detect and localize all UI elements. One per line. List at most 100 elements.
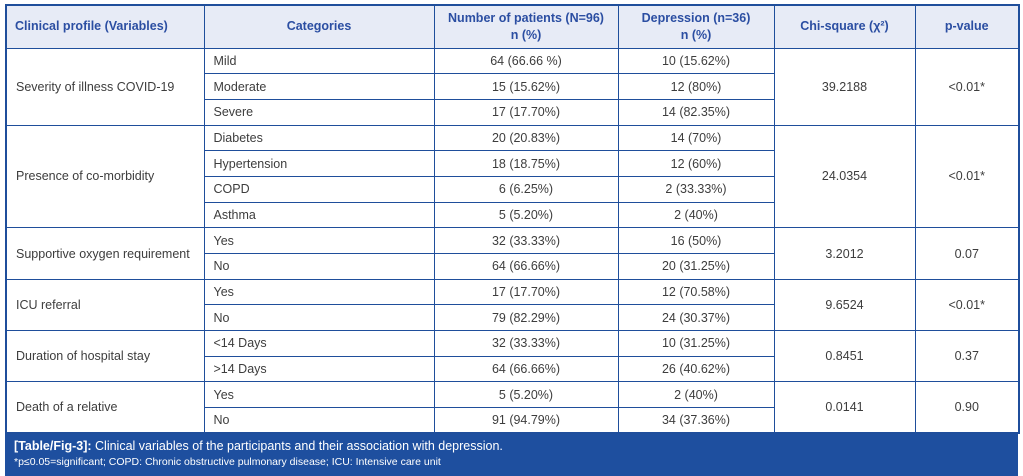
col-header-label: Chi-square (χ²): [800, 19, 889, 34]
p-value-cell: 0.90: [914, 381, 1020, 434]
patients-count-cell: 15 (15.62%): [433, 73, 619, 100]
col-header-p-value: p-value: [914, 4, 1020, 49]
patients-count-cell: 17 (17.70%): [433, 98, 619, 126]
category-cell: COPD: [203, 175, 435, 203]
table-row: Presence of co-morbidity Diabetes 20 (20.8…: [5, 124, 1020, 229]
category-cell: Mild: [203, 47, 435, 75]
table-footnote: *p≤0.05=significant; COPD: Chronic obstr…: [14, 456, 441, 469]
table-row: Severity of illness COVID-19 Mild 64 (66.6…: [5, 47, 1020, 126]
category-cell: Yes: [203, 227, 435, 254]
col-header-sublabel: n (%): [680, 27, 712, 42]
col-header-sublabel: n (%): [510, 27, 542, 42]
depression-count-cell: 10 (15.62%): [617, 47, 775, 75]
depression-count-cell: 34 (37.36%): [617, 407, 775, 434]
chi-square-cell: 39.2188: [773, 47, 916, 126]
variable-cell: Supportive oxygen requirement: [5, 227, 205, 280]
table-row: Hypertension 18 (18.75%) 12 (60%): [6, 150, 1019, 177]
chi-square-cell: 0.8451: [773, 330, 916, 383]
variable-cell: Death of a relative: [5, 381, 205, 434]
table-header-row: Clinical profile (Variables) Categories …: [5, 4, 1020, 49]
patients-count-cell: 64 (66.66%): [433, 355, 619, 383]
chi-square-cell: 9.6524: [773, 278, 916, 332]
patients-count-cell: 20 (20.83%): [433, 124, 619, 152]
chi-square-cell: 0.0141: [773, 381, 916, 434]
patients-count-cell: 32 (33.33%): [433, 227, 619, 254]
p-value-cell: <0.01*: [914, 278, 1020, 332]
category-cell: Yes: [203, 278, 435, 306]
chi-square-cell: 3.2012: [773, 227, 916, 280]
p-value-cell: 0.07: [914, 227, 1020, 280]
col-header-categories: Categories: [203, 4, 435, 49]
patients-count-cell: 64 (66.66%): [433, 253, 619, 280]
category-cell: Hypertension: [203, 150, 435, 177]
category-cell: Asthma: [203, 201, 435, 229]
table-row: Supportive oxygen requirement Yes 32 (33.3…: [5, 227, 1020, 280]
category-cell: Moderate: [203, 73, 435, 100]
col-header-chi-square: Chi-square (χ²): [773, 4, 916, 49]
caption-label: [Table/Fig-3]:: [14, 439, 92, 454]
table-body: Severity of illness COVID-19 Mild 64 (66.6…: [5, 47, 1020, 434]
p-value-cell: <0.01*: [914, 124, 1020, 229]
p-value-cell: 0.37: [914, 330, 1020, 383]
table-row: Asthma 5 (5.20%) 2 (40%): [6, 201, 1019, 229]
figure-footer: [Table/Fig-3]: Clinical variables of the…: [5, 434, 1018, 476]
variable-cell: ICU referral: [5, 278, 205, 332]
table-row: >14 Days 64 (66.66%) 26 (40.62%): [6, 355, 1019, 383]
variable-cell: Severity of illness COVID-19: [5, 47, 205, 126]
category-cell: >14 Days: [203, 355, 435, 383]
variable-cell: Presence of co-morbidity: [5, 124, 205, 229]
chi-square-cell: 24.0354: [773, 124, 916, 229]
col-header-number-of-patients: Number of patients (N=96) n (%): [433, 4, 619, 49]
depression-count-cell: 12 (80%): [617, 73, 775, 100]
variable-cell: Duration of hospital stay: [5, 330, 205, 383]
patients-count-cell: 5 (5.20%): [433, 201, 619, 229]
patients-count-cell: 64 (66.66 %): [433, 47, 619, 75]
category-cell: No: [203, 304, 435, 332]
depression-count-cell: 12 (70.58%): [617, 278, 775, 306]
clinical-variables-table: Clinical profile (Variables) Categories …: [5, 4, 1020, 435]
col-header-label: Number of patients (N=96): [448, 10, 604, 25]
p-value-cell: <0.01*: [914, 47, 1020, 126]
table-caption: [Table/Fig-3]: Clinical variables of the…: [14, 438, 1009, 455]
depression-count-cell: 14 (70%): [617, 124, 775, 152]
col-header-depression: Depression (n=36) n (%): [617, 4, 775, 49]
depression-count-cell: 24 (30.37%): [617, 304, 775, 332]
depression-count-cell: 2 (40%): [617, 381, 775, 409]
caption-text: Clinical variables of the participants a…: [91, 439, 503, 454]
col-header-label: Clinical profile (Variables): [15, 19, 168, 34]
category-cell: <14 Days: [203, 330, 435, 357]
depression-count-cell: 2 (40%): [617, 201, 775, 229]
table-row: Severe 17 (17.70%) 14 (82.35%): [6, 98, 1019, 126]
table-row: ICU referral Yes 17 (17.70%) 12 (70.58%) 9.6…: [5, 278, 1020, 332]
col-header-label: p-value: [944, 19, 989, 34]
depression-count-cell: 2 (33.33%): [617, 175, 775, 203]
patients-count-cell: 6 (6.25%): [433, 175, 619, 203]
depression-count-cell: 14 (82.35%): [617, 98, 775, 126]
table-row: Duration of hospital stay <14 Days 32 (33.…: [5, 330, 1020, 383]
category-cell: Yes: [203, 381, 435, 409]
col-header-clinical-profile: Clinical profile (Variables): [5, 4, 205, 49]
patients-count-cell: 91 (94.79%): [433, 407, 619, 434]
table-row: COPD 6 (6.25%) 2 (33.33%): [6, 175, 1019, 203]
table-row: Death of a relative Yes 5 (5.20%) 2 (40%) 0.…: [5, 381, 1020, 434]
table-row: Moderate 15 (15.62%) 12 (80%): [6, 73, 1019, 100]
patients-count-cell: 17 (17.70%): [433, 278, 619, 306]
category-cell: Severe: [203, 98, 435, 126]
category-cell: No: [203, 253, 435, 280]
depression-count-cell: 26 (40.62%): [617, 355, 775, 383]
patients-count-cell: 32 (33.33%): [433, 330, 619, 357]
depression-count-cell: 20 (31.25%): [617, 253, 775, 280]
depression-count-cell: 10 (31.25%): [617, 330, 775, 357]
table-row: No 91 (94.79%) 34 (37.36%): [6, 407, 1019, 434]
patients-count-cell: 79 (82.29%): [433, 304, 619, 332]
category-cell: Diabetes: [203, 124, 435, 152]
category-cell: No: [203, 407, 435, 434]
patients-count-cell: 5 (5.20%): [433, 381, 619, 409]
table-row: No 79 (82.29%) 24 (30.37%): [6, 304, 1019, 332]
depression-count-cell: 12 (60%): [617, 150, 775, 177]
depression-count-cell: 16 (50%): [617, 227, 775, 254]
col-header-label: Depression (n=36): [641, 10, 751, 25]
patients-count-cell: 18 (18.75%): [433, 150, 619, 177]
col-header-label: Categories: [286, 19, 352, 34]
